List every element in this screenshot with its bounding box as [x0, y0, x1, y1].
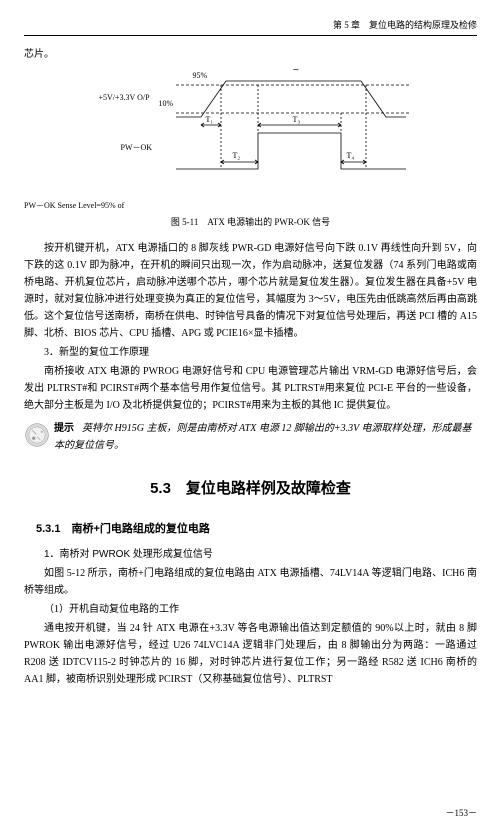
label-95: 95%	[193, 69, 208, 83]
body-para-1: 按开机键开机，ATX 电源插口的 8 脚灰线 PWR-GD 电源好信号向下跌 0…	[24, 240, 477, 342]
chapter-title: 复位电路的结构原理及检修	[369, 20, 477, 30]
section-title: 5.3 复位电路样例及故障检查	[24, 476, 477, 502]
label-t3: T₃	[293, 113, 301, 127]
item-1-sub-body: 通电按开机键，当 24 针 ATX 电源在+3.3V 等各电源输出值达到定额值的…	[24, 620, 477, 688]
tip-text: 英特尔 H915G 主板，则是由南桥对 ATX 电源 12 脚输出的+3.3V …	[54, 423, 472, 451]
sense-label: PW－OK Sense Level=95% of	[24, 199, 477, 213]
body-para-2: 南桥接收 ATX 电源的 PWROG 电源好信号和 CPU 电源管理芯片输出 V…	[24, 363, 477, 414]
tilde-label: ∼	[293, 63, 300, 77]
item-1-title: 1．南桥对 PWROK 处理形成复位信号	[24, 546, 477, 563]
tip-label: 提示	[54, 423, 74, 434]
item-1-sub: （1）开机自动复位电路的工作	[24, 601, 477, 618]
timing-diagram: ∼ 95% 10% +5V/+3.3V O/P PW－OK T₁ T₂ T₃ T…	[71, 67, 431, 197]
label-t2: T₂	[233, 149, 241, 163]
label-t1: T₁	[206, 113, 214, 127]
page-number: －153－	[445, 806, 477, 821]
tip-icon	[24, 422, 50, 448]
label-vop: +5V/+3.3V O/P	[99, 91, 150, 105]
intro-fragment: 芯片。	[24, 46, 477, 63]
subtopic-3: 3．新型的复位工作原理	[24, 344, 477, 361]
item-1-body: 如图 5-12 所示，南桥+门电路组成的复位电路由 ATX 电源插槽、74LV1…	[24, 565, 477, 599]
page-header: 第 5 章 复位电路的结构原理及检修	[24, 18, 477, 36]
label-t4: T₄	[347, 149, 355, 163]
chapter-num: 第 5 章	[333, 20, 360, 30]
figure-caption: 图 5-11 ATX 电源输出的 PWR-OK 信号	[24, 215, 477, 230]
subsection-title: 5.3.1 南桥+门电路组成的复位电路	[36, 520, 477, 539]
label-pwok: PW－OK	[121, 141, 153, 155]
tip-box: 提示英特尔 H915G 主板，则是由南桥对 ATX 电源 12 脚输出的+3.3…	[24, 420, 477, 454]
label-10: 10%	[159, 97, 174, 111]
